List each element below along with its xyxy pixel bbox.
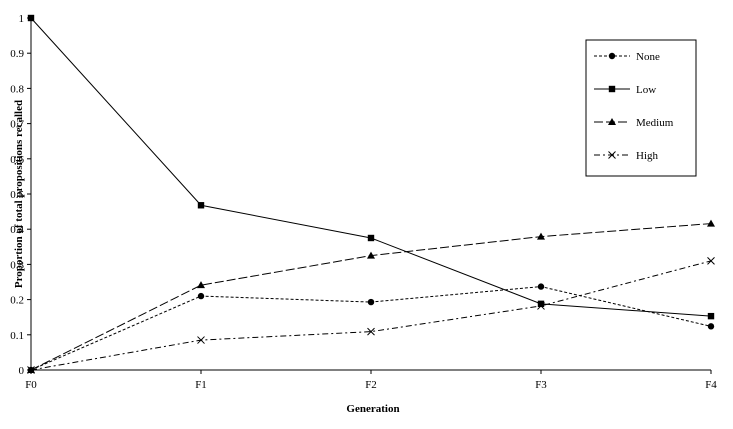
series-low bbox=[27, 14, 715, 320]
data-point-none bbox=[197, 292, 205, 300]
data-point-low bbox=[27, 14, 35, 22]
data-point-none bbox=[367, 298, 375, 306]
data-point-high bbox=[707, 257, 715, 265]
legend-marker-medium bbox=[608, 118, 616, 125]
y-tick-label: 0 bbox=[19, 365, 25, 377]
legend-item-none: None bbox=[594, 51, 660, 63]
series-none bbox=[27, 283, 715, 374]
legend-label-high: High bbox=[636, 150, 659, 162]
y-tick-label: 0.2 bbox=[10, 295, 24, 307]
legend-label-low: Low bbox=[636, 84, 656, 96]
x-tick-label: F1 bbox=[195, 379, 207, 391]
data-point-high bbox=[537, 302, 545, 310]
x-marker-stroke bbox=[608, 151, 616, 159]
data-point-none bbox=[707, 323, 715, 330]
data-point-high bbox=[197, 336, 205, 344]
x-tick-label: F4 bbox=[705, 379, 717, 391]
y-tick-label: 0.6 bbox=[10, 154, 24, 166]
data-point-none bbox=[537, 283, 545, 290]
data-point-low bbox=[367, 234, 375, 242]
legend-marker-high bbox=[608, 151, 616, 159]
data-point-medium bbox=[197, 281, 205, 289]
y-tick-label: 0.1 bbox=[10, 330, 24, 342]
y-tick-label: 0.5 bbox=[10, 189, 24, 201]
x-marker-stroke bbox=[707, 257, 715, 265]
legend-label-none: None bbox=[636, 51, 660, 63]
series-layer bbox=[27, 14, 715, 374]
y-tick-label: 1 bbox=[19, 13, 25, 25]
data-point-high bbox=[27, 366, 35, 374]
legend-item-medium: Medium bbox=[594, 117, 674, 129]
legend-marker-none bbox=[608, 52, 616, 60]
data-point-low bbox=[197, 202, 205, 209]
y-tick-label: 0.7 bbox=[10, 119, 24, 131]
x-marker-stroke bbox=[197, 336, 205, 344]
x-marker-stroke bbox=[27, 366, 35, 374]
legend-box bbox=[585, 39, 697, 177]
x-tick-label: F2 bbox=[365, 379, 377, 391]
y-tick-label: 0.3 bbox=[10, 259, 24, 271]
x-marker-stroke bbox=[537, 302, 545, 310]
data-point-medium bbox=[367, 251, 375, 259]
y-tick-label: 0.8 bbox=[10, 83, 24, 95]
legend-label-medium: Medium bbox=[636, 117, 674, 129]
data-point-low bbox=[537, 300, 545, 308]
data-point-medium bbox=[707, 219, 715, 227]
series-medium bbox=[27, 219, 715, 373]
data-point-high bbox=[367, 327, 375, 336]
y-tick-label: 0.9 bbox=[10, 48, 24, 60]
y-tick-label: 0.4 bbox=[10, 224, 24, 236]
legend-item-high: High bbox=[594, 150, 659, 162]
y-axis-ticks: 0 0.1 0.2 0.3 0.4 0.5 0.6 0.7 0.8 0.9 1 bbox=[10, 13, 31, 377]
y-axis-title: Proportion of total propositions recalle… bbox=[13, 100, 25, 288]
legend-item-low: Low bbox=[594, 84, 656, 96]
legend: None Low Medium High bbox=[585, 39, 697, 177]
legend-marker-low bbox=[608, 85, 616, 93]
x-axis-title: Generation bbox=[346, 403, 399, 415]
x-tick-label: F0 bbox=[25, 379, 37, 391]
series-line-high bbox=[30, 260, 712, 371]
x-tick-label: F3 bbox=[535, 379, 547, 391]
data-point-low bbox=[707, 312, 715, 320]
series-line-medium bbox=[30, 223, 712, 371]
x-marker-stroke bbox=[367, 327, 375, 336]
series-high bbox=[27, 257, 715, 374]
data-point-medium bbox=[537, 232, 545, 240]
x-axis-ticks: F0 F1 F2 F3 F4 bbox=[25, 370, 717, 391]
